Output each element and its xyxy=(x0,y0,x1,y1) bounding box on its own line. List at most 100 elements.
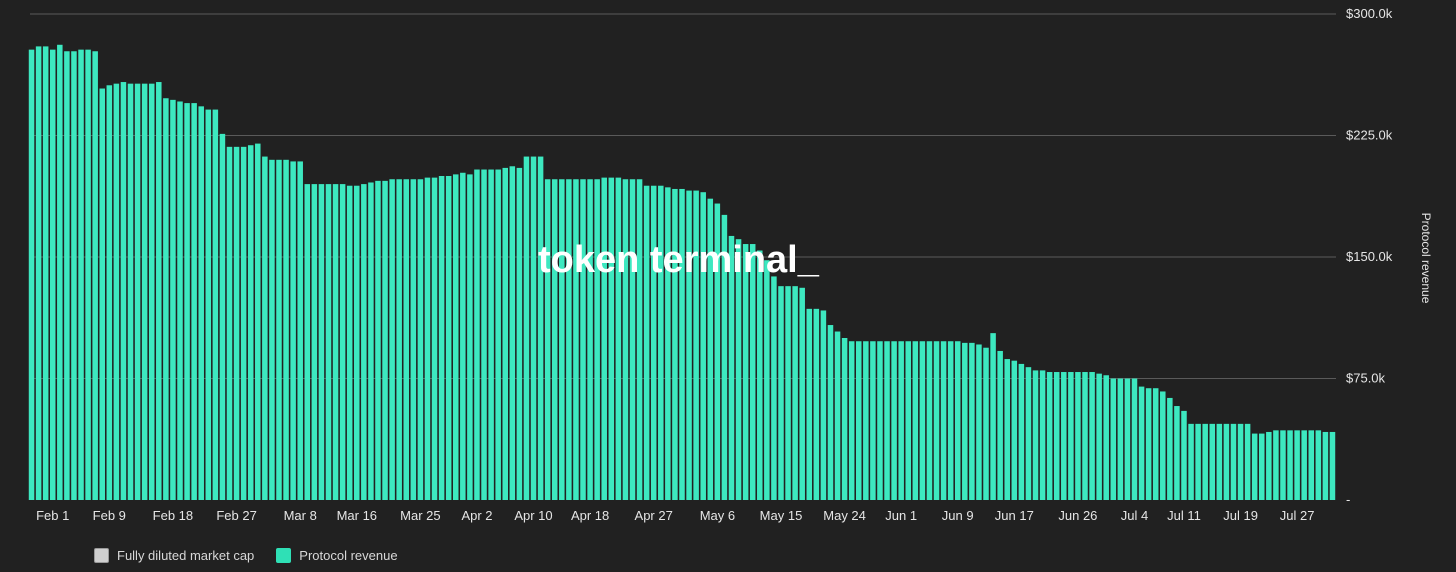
bar[interactable] xyxy=(1124,378,1131,501)
bar[interactable] xyxy=(530,156,537,500)
bar[interactable] xyxy=(78,49,84,500)
legend-item-market-cap[interactable]: Fully diluted market cap xyxy=(94,548,254,563)
bar[interactable] xyxy=(820,310,827,500)
bar[interactable] xyxy=(919,341,926,500)
bar[interactable] xyxy=(219,133,226,500)
bar[interactable] xyxy=(898,341,904,500)
bar[interactable] xyxy=(1266,431,1272,500)
bar[interactable] xyxy=(297,161,303,501)
bar[interactable] xyxy=(205,109,212,500)
bar[interactable] xyxy=(247,145,254,500)
bar[interactable] xyxy=(438,176,445,500)
bar[interactable] xyxy=(148,83,155,500)
bar[interactable] xyxy=(1145,388,1152,500)
bar[interactable] xyxy=(1011,360,1018,500)
bar[interactable] xyxy=(1244,423,1251,500)
legend-item-protocol-revenue[interactable]: Protocol revenue xyxy=(276,548,398,563)
bar[interactable] xyxy=(1209,423,1216,500)
bar[interactable] xyxy=(1032,370,1039,500)
bar[interactable] xyxy=(1018,363,1025,500)
bar[interactable] xyxy=(912,341,919,500)
bar[interactable] xyxy=(665,187,671,500)
bar[interactable] xyxy=(127,83,134,500)
bar[interactable] xyxy=(35,46,42,501)
bar[interactable] xyxy=(424,177,431,500)
bar[interactable] xyxy=(940,341,947,500)
bar[interactable] xyxy=(134,83,141,500)
bar[interactable] xyxy=(905,341,911,500)
bar[interactable] xyxy=(947,341,954,500)
bar[interactable] xyxy=(1287,430,1293,500)
bar[interactable] xyxy=(1329,431,1336,500)
bar[interactable] xyxy=(49,49,56,500)
bar[interactable] xyxy=(672,188,678,500)
bar[interactable] xyxy=(339,184,346,500)
bar[interactable] xyxy=(827,325,834,500)
bar[interactable] xyxy=(764,260,770,500)
bar[interactable] xyxy=(650,185,657,500)
bar[interactable] xyxy=(1089,372,1095,500)
bar[interactable] xyxy=(679,188,685,500)
bar[interactable] xyxy=(926,341,933,500)
bar[interactable] xyxy=(594,179,600,501)
bar[interactable] xyxy=(481,169,487,500)
bar[interactable] xyxy=(544,179,551,501)
bar[interactable] xyxy=(1167,397,1173,500)
bar[interactable] xyxy=(417,179,424,501)
bar[interactable] xyxy=(523,156,530,500)
bar[interactable] xyxy=(1004,359,1010,500)
bar[interactable] xyxy=(311,184,318,500)
bar[interactable] xyxy=(1025,367,1032,500)
bar[interactable] xyxy=(976,344,982,500)
bar[interactable] xyxy=(85,49,91,500)
bar[interactable] xyxy=(163,98,169,501)
bar[interactable] xyxy=(255,143,261,500)
bar[interactable] xyxy=(785,286,791,500)
bar[interactable] xyxy=(954,341,961,500)
bar[interactable] xyxy=(177,101,183,500)
bar[interactable] xyxy=(99,88,105,501)
bar[interactable] xyxy=(120,82,127,500)
bar[interactable] xyxy=(64,51,70,500)
bar[interactable] xyxy=(346,185,353,500)
bar[interactable] xyxy=(1280,430,1286,500)
bar[interactable] xyxy=(1322,431,1329,500)
bar[interactable] xyxy=(1216,423,1223,500)
bar[interactable] xyxy=(198,106,204,500)
bar[interactable] xyxy=(42,46,49,501)
bar[interactable] xyxy=(509,166,516,500)
bar[interactable] xyxy=(848,341,855,500)
bar[interactable] xyxy=(1046,372,1053,500)
bar[interactable] xyxy=(983,347,989,500)
bar[interactable] xyxy=(1223,423,1230,500)
bar[interactable] xyxy=(240,146,247,500)
bar[interactable] xyxy=(757,250,763,500)
bar[interactable] xyxy=(1082,372,1088,500)
bar[interactable] xyxy=(1294,430,1300,500)
bar[interactable] xyxy=(396,179,402,501)
bar[interactable] xyxy=(141,83,148,500)
bar[interactable] xyxy=(778,286,784,500)
bar[interactable] xyxy=(361,184,367,500)
bar[interactable] xyxy=(990,333,996,500)
bar[interactable] xyxy=(368,182,374,501)
bar[interactable] xyxy=(375,180,381,501)
bar[interactable] xyxy=(566,179,572,501)
bar[interactable] xyxy=(332,184,339,500)
bar[interactable] xyxy=(735,239,742,500)
bar[interactable] xyxy=(707,198,714,500)
bar[interactable] xyxy=(834,331,841,500)
bar[interactable] xyxy=(551,179,558,501)
bar[interactable] xyxy=(863,341,869,500)
bar[interactable] xyxy=(113,83,120,500)
bar[interactable] xyxy=(276,159,282,501)
bar[interactable] xyxy=(1301,430,1307,500)
bar[interactable] xyxy=(997,350,1003,500)
bar[interactable] xyxy=(156,82,162,500)
bar[interactable] xyxy=(1039,370,1046,500)
bar[interactable] xyxy=(813,308,820,500)
bar[interactable] xyxy=(749,244,756,500)
bar[interactable] xyxy=(191,103,197,500)
bar[interactable] xyxy=(841,338,848,500)
bar[interactable] xyxy=(474,169,480,500)
